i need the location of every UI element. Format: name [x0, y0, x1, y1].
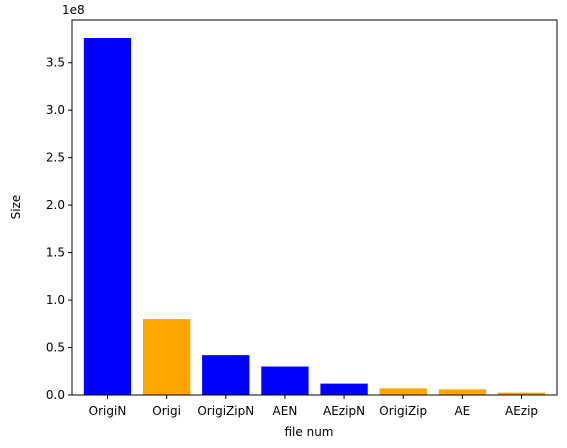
x-tick-label: AEN — [273, 404, 298, 418]
bar-aen — [261, 366, 309, 395]
y-tick-label: 3.0 — [46, 103, 65, 117]
x-tick-label: OrigiN — [89, 404, 127, 418]
x-tick-label: OrigiZip — [379, 404, 427, 418]
plot-frame — [71, 19, 558, 396]
y-axis-label: Size — [9, 195, 23, 220]
x-tick-label: AEzipN — [323, 404, 365, 418]
y-tick-label: 3.5 — [46, 56, 65, 70]
x-axis-label: file num — [285, 425, 334, 439]
x-tick-label: Origi — [152, 404, 181, 418]
bar-ae — [438, 389, 487, 395]
x-axis-ticks: OrigiN Origi OrigiZipN AEN AEzipN OrigiZip AE A… — [89, 395, 538, 418]
bar-aezip — [497, 392, 546, 395]
x-tick-label: AE — [454, 404, 470, 418]
y-tick-label: 1.5 — [46, 246, 65, 260]
bar-origin — [83, 38, 132, 396]
y-tick-label: 1.0 — [46, 293, 65, 307]
y-axis-offset-label: 1e8 — [62, 3, 85, 17]
bar-origizip — [379, 388, 427, 395]
y-tick-label: 0.0 — [46, 388, 65, 402]
bar-aezipn — [320, 383, 368, 395]
x-tick-label: AEzip — [505, 404, 538, 418]
bar-origizipn — [202, 355, 250, 395]
y-tick-label: 2.5 — [46, 151, 65, 165]
bars-group — [83, 38, 546, 396]
y-tick-label: 0.5 — [46, 341, 65, 355]
x-tick-label: OrigiZipN — [197, 404, 254, 418]
y-axis-ticks: 0.0 0.5 1.0 1.5 2.0 2.5 3.0 3.5 — [46, 56, 72, 402]
bar-origi — [142, 319, 191, 395]
y-tick-label: 2.0 — [46, 198, 65, 212]
